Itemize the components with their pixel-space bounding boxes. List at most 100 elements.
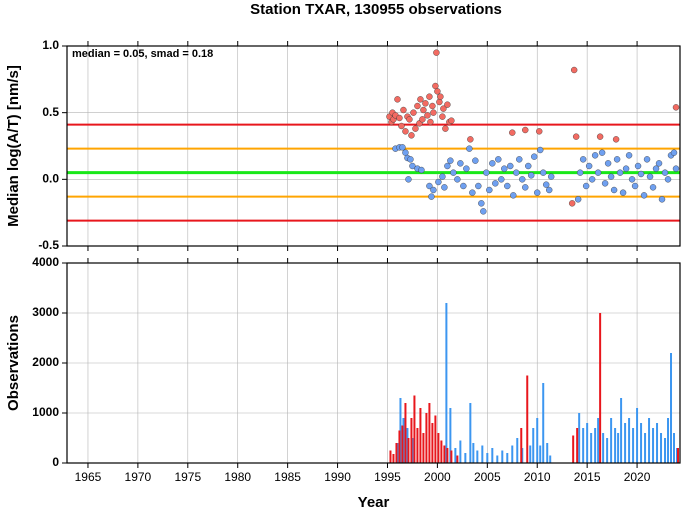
point [501, 165, 508, 172]
point [486, 186, 493, 194]
point [439, 113, 446, 120]
bar [506, 453, 509, 463]
point [612, 136, 620, 143]
point [472, 157, 479, 164]
point [522, 126, 529, 134]
bar [542, 383, 545, 463]
bar [602, 433, 605, 463]
point [540, 169, 547, 176]
bar [389, 450, 392, 463]
bar [594, 428, 597, 463]
bar [677, 448, 680, 463]
point [435, 178, 442, 186]
point [444, 101, 451, 108]
y-tick-label: 1.0 [42, 38, 59, 52]
point [426, 182, 433, 190]
bar [539, 445, 542, 463]
y-axis-label: Observations [5, 315, 22, 411]
point [634, 162, 642, 170]
point [570, 66, 578, 74]
point [400, 106, 407, 114]
y-tick-label: 1000 [32, 405, 59, 419]
point [546, 186, 553, 194]
point [406, 116, 413, 123]
y-axis-label: Median log(A/T) [nm/s] [5, 65, 22, 227]
bar [481, 445, 484, 463]
plot-frame [66, 45, 681, 247]
point [460, 182, 467, 190]
bar [660, 433, 663, 463]
bar [472, 443, 475, 463]
bar [501, 450, 504, 463]
point [489, 160, 496, 167]
bar [449, 408, 452, 463]
y-tick-label: 2000 [32, 355, 59, 369]
bar [428, 403, 431, 463]
x-tick-label: 1995 [374, 470, 401, 484]
point [519, 176, 526, 183]
point [622, 165, 630, 172]
bar [410, 418, 413, 463]
bar [632, 428, 635, 463]
point [469, 189, 476, 196]
point [410, 109, 417, 116]
point [510, 192, 517, 199]
bar [395, 443, 398, 463]
bar [446, 448, 449, 463]
x-tick-label: 2015 [574, 470, 601, 484]
bar [624, 423, 627, 463]
x-tick-label: 2005 [474, 470, 501, 484]
point [432, 82, 439, 90]
bar [401, 425, 404, 463]
point [414, 102, 421, 110]
point [536, 128, 543, 135]
chart-title: Station TXAR, 130955 observations [250, 1, 502, 18]
point [475, 182, 482, 190]
bar [434, 415, 437, 463]
bar [392, 454, 395, 463]
x-axis-label: Year [358, 494, 390, 511]
bar [667, 418, 670, 463]
point [582, 182, 590, 190]
point [576, 169, 584, 176]
bar [437, 433, 440, 463]
point [412, 125, 419, 132]
point [664, 176, 672, 183]
bar [656, 423, 659, 463]
bar [549, 455, 552, 463]
point [437, 93, 444, 100]
point [616, 169, 624, 176]
point [444, 162, 451, 170]
annotation: median = 0.05, smad = 0.18 [72, 48, 213, 60]
point [447, 157, 454, 164]
point [409, 162, 416, 170]
bar [617, 433, 620, 463]
point [398, 122, 405, 130]
point [394, 96, 401, 103]
bar [469, 403, 472, 463]
point [439, 173, 446, 180]
bar [640, 423, 643, 463]
bar [636, 408, 639, 463]
point [428, 193, 435, 200]
point [594, 169, 602, 176]
y-tick-label: 0 [52, 455, 59, 469]
point [652, 165, 660, 172]
bar [628, 418, 631, 463]
point [572, 133, 580, 140]
point [467, 136, 474, 143]
point [585, 162, 593, 170]
point [568, 200, 576, 207]
point [643, 156, 651, 163]
point [637, 170, 645, 178]
bar [597, 418, 600, 463]
x-tick-label: 1975 [174, 470, 201, 484]
bar [670, 353, 673, 463]
point [661, 169, 669, 176]
point [433, 49, 440, 56]
point [454, 176, 461, 183]
x-tick-label: 1990 [324, 470, 351, 484]
point [399, 144, 406, 151]
point [543, 181, 550, 188]
point [430, 109, 437, 116]
